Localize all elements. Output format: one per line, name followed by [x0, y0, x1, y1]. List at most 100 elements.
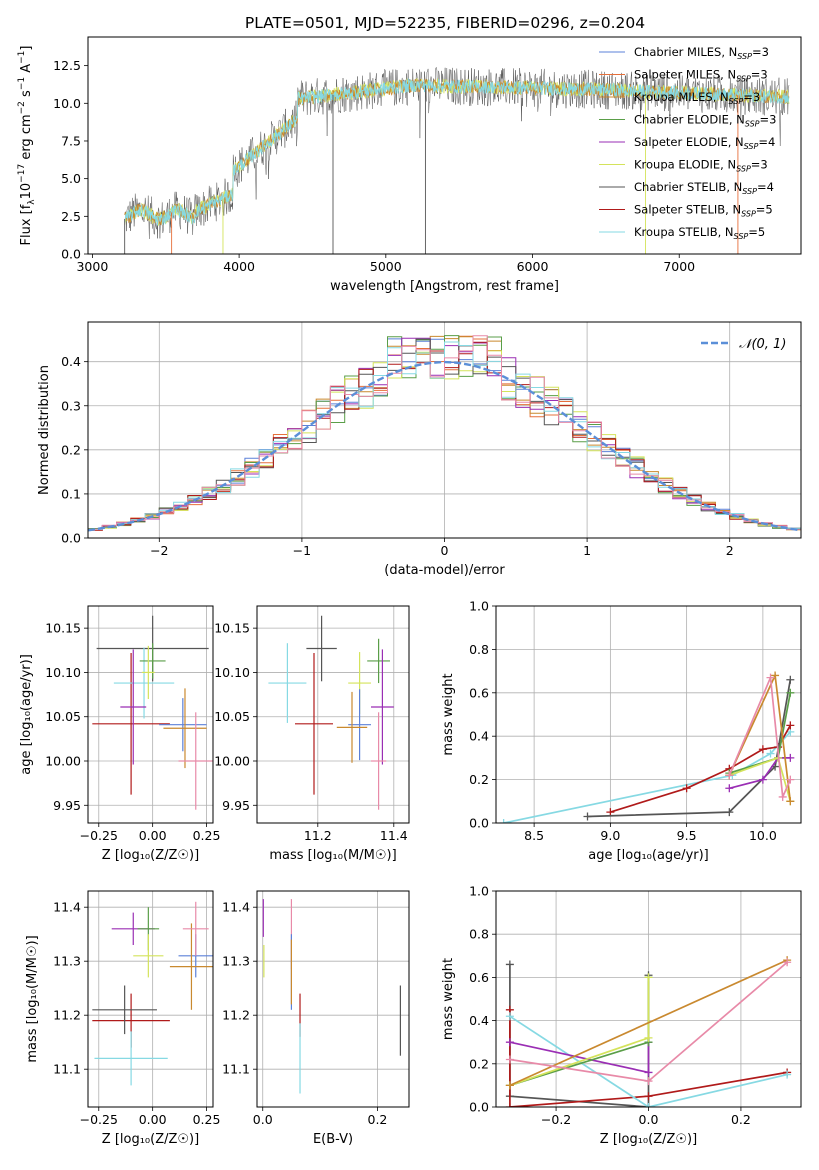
x-tick-label: 7000	[663, 259, 695, 274]
x-tick-label: −0.25	[80, 1112, 118, 1127]
x-axis-label: Z [log₁₀(Z/Z☉)]	[600, 1132, 697, 1147]
x-axis-label: wavelength [Angstrom, rest frame]	[330, 279, 559, 294]
y-tick-label: 11.3	[53, 954, 81, 969]
y-tick-label: 0.3	[61, 398, 81, 413]
y-tick-label: 10.10	[45, 665, 81, 680]
y-tick-label: 11.4	[53, 900, 81, 915]
y-tick-label: 1.0	[469, 884, 489, 899]
weight-marker	[583, 812, 592, 821]
y-tick-label: 10.00	[45, 754, 81, 769]
legend-label: Kroupa MILES, NSSP=3	[634, 90, 760, 106]
plot-area	[124, 66, 790, 254]
weight-marker	[725, 771, 734, 780]
y-axis-label: Flux [fλ10−17 erg cm−2 s−1 A−1]	[17, 46, 37, 246]
axes-frame	[495, 605, 802, 824]
chart-weight_vs_age: 8.5 9.0 9.5 10.0 0.0 0.2 0.4 0.6 0.8 1.0 age [log₁…	[441, 599, 802, 863]
weight-marker	[644, 1092, 653, 1101]
axes-frame	[256, 890, 410, 1108]
weight-marker	[786, 775, 795, 784]
x-tick-label: 11.2	[304, 828, 332, 843]
x-tick-label: −1	[293, 543, 311, 558]
y-tick-label: 7.5	[61, 133, 81, 148]
weight-marker	[778, 792, 787, 801]
x-tick-label: 0.25	[193, 828, 221, 843]
y-tick-label: 0.6	[469, 685, 489, 700]
weight-marker	[758, 745, 767, 754]
weight-marker	[786, 797, 795, 806]
histogram-series	[88, 350, 801, 531]
axes-frame	[87, 321, 802, 539]
weight-marker	[786, 721, 795, 730]
x-tick-label: 0.2	[368, 1112, 388, 1127]
x-tick-label: 0.0	[253, 1112, 273, 1127]
y-axis-label: Normed distribution	[37, 365, 52, 495]
y-tick-label: 10.15	[214, 621, 250, 636]
chart-weight_vs_Z: −0.2 0.0 0.2 0.0 0.2 0.4 0.6 0.8 1.0 Z [log₁₀(Z/Z…	[441, 884, 802, 1147]
weight-marker	[786, 688, 795, 697]
x-tick-label: 3000	[76, 259, 108, 274]
weight-line	[610, 724, 792, 813]
weight-line	[509, 1041, 650, 1074]
plot-area	[257, 891, 409, 1107]
x-tick-label: 9.5	[677, 828, 697, 843]
y-tick-label: 0.8	[469, 927, 489, 942]
y-axis-label: age [log₁₀(age/yr)]	[19, 654, 34, 775]
weight-line	[729, 757, 791, 790]
y-tick-label: 0.0	[469, 1100, 489, 1115]
x-tick-label: 11.4	[380, 828, 408, 843]
y-tick-label: 11.1	[222, 1062, 250, 1077]
axes-frame	[495, 890, 802, 1108]
x-tick-label: 1	[583, 543, 591, 558]
weight-marker	[783, 1070, 792, 1079]
weight-marker	[758, 775, 767, 784]
weight-line	[728, 677, 792, 801]
weight-marker	[505, 1055, 514, 1064]
y-tick-label: 0.6	[469, 970, 489, 985]
plot-area	[88, 606, 213, 823]
y-tick-label: 2.5	[61, 209, 81, 224]
x-tick-label: 10.0	[749, 828, 777, 843]
y-tick-label: 10.05	[45, 709, 81, 724]
weight-marker	[725, 808, 734, 817]
y-axis-label: mass [log₁₀(M/M☉)]	[25, 935, 40, 1062]
weight-marker	[786, 675, 795, 684]
x-tick-label: 4000	[223, 259, 255, 274]
normal-curve	[88, 360, 799, 532]
y-tick-label: 11.4	[222, 900, 250, 915]
weight-marker	[505, 1081, 514, 1090]
y-tick-label: 0.2	[469, 1056, 489, 1071]
y-tick-label: 10.15	[45, 621, 81, 636]
weight-marker	[505, 1038, 514, 1047]
y-tick-label: 11.3	[222, 954, 250, 969]
y-tick-label: 11.2	[53, 1008, 81, 1023]
y-tick-label: 10.0	[53, 96, 81, 111]
y-axis-label: mass weight	[441, 958, 456, 1040]
weight-line	[509, 964, 650, 1107]
y-tick-label: 9.95	[53, 798, 81, 813]
y-tick-label: 0.0	[61, 531, 81, 546]
x-tick-label: −0.25	[80, 828, 118, 843]
y-tick-label: 0.1	[61, 486, 81, 501]
chart-age_vs_Z: −0.25 0.00 0.25 9.95 10.00 10.05 10.10 10.15 Z […	[19, 605, 221, 863]
weight-marker	[786, 753, 795, 762]
plot-area	[496, 606, 801, 823]
x-axis-label: (data-model)/error	[384, 563, 505, 578]
plot-area	[88, 891, 213, 1107]
legend-label: Chabrier ELODIE, NSSP=3	[634, 113, 776, 129]
weight-marker	[783, 958, 792, 967]
y-tick-label: 10.10	[214, 665, 250, 680]
legend-label: Kroupa STELIB, NSSP=5	[634, 225, 765, 241]
legend-label: Salpeter MILES, NSSP=3	[634, 68, 768, 84]
weight-marker	[644, 1103, 653, 1107]
weight-marker	[505, 1012, 514, 1021]
legend-label: Kroupa ELODIE, NSSP=3	[634, 158, 768, 174]
x-tick-label: 0.0	[639, 1112, 659, 1127]
weight-marker	[644, 1068, 653, 1077]
x-tick-label: 8.5	[524, 828, 544, 843]
y-tick-label: 0.8	[469, 642, 489, 657]
weight-line	[503, 731, 791, 823]
y-tick-label: 0.4	[61, 354, 81, 369]
chart-mass_vs_Z: −0.25 0.00 0.25 11.1 11.2 11.3 11.4 Z [log₁₀(Z/…	[25, 890, 220, 1147]
plot-area	[88, 322, 801, 538]
